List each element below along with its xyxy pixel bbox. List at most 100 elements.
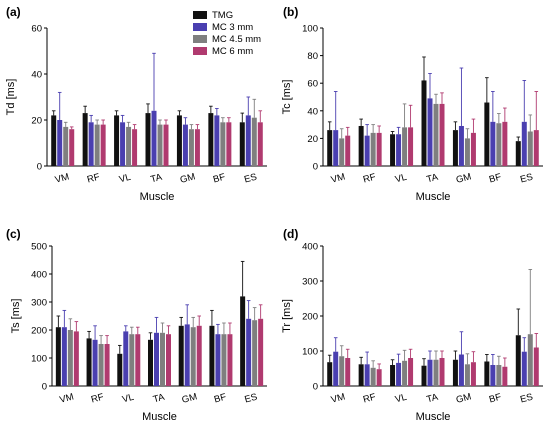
bar xyxy=(257,122,263,166)
y-tick-label: 60 xyxy=(31,24,42,35)
bar xyxy=(100,124,106,166)
bar xyxy=(86,338,92,386)
bar xyxy=(527,334,533,386)
x-tick-label: VL xyxy=(118,172,132,186)
bar xyxy=(364,364,370,386)
y-tick-label: 40 xyxy=(31,70,42,81)
bar xyxy=(154,332,159,386)
bar xyxy=(258,318,264,386)
bar xyxy=(421,365,427,386)
y-tick-label: 0 xyxy=(42,382,47,393)
bar xyxy=(94,124,100,166)
x-tick-label: GM xyxy=(181,391,199,406)
x-tick-label: VM xyxy=(58,391,75,405)
legend-label: MC 3 mm xyxy=(212,22,253,33)
panel-label: (c) xyxy=(6,227,21,241)
bar xyxy=(390,365,396,386)
x-tick-label: GM xyxy=(179,171,197,186)
bar xyxy=(327,130,333,166)
bar xyxy=(92,339,98,386)
legend-label: MC 6 mm xyxy=(212,46,253,57)
x-tick-label: ES xyxy=(243,392,258,406)
x-tick-label: RF xyxy=(362,172,377,186)
bar xyxy=(120,122,126,166)
bar xyxy=(333,130,339,166)
y-tick-label: 400 xyxy=(302,242,318,253)
bar xyxy=(533,347,539,386)
bar xyxy=(114,115,120,166)
x-tick-label: GM xyxy=(455,171,473,186)
bar xyxy=(196,325,202,386)
bar xyxy=(515,335,521,386)
bar xyxy=(345,135,351,166)
bar xyxy=(166,334,171,386)
x-tick-label: RF xyxy=(90,392,105,406)
bar xyxy=(339,356,345,386)
bar xyxy=(496,123,502,166)
bar xyxy=(484,102,490,166)
x-axis-title: Muscle xyxy=(416,191,451,203)
legend-swatch xyxy=(193,23,207,31)
bar xyxy=(73,331,79,386)
x-tick-label: TA xyxy=(425,392,440,406)
x-tick-label: VL xyxy=(121,392,135,406)
bar xyxy=(215,334,221,386)
x-tick-label: ES xyxy=(243,172,258,186)
y-tick-label: 0 xyxy=(37,162,42,173)
bar xyxy=(194,129,200,166)
bar xyxy=(515,141,521,166)
bar xyxy=(370,367,376,386)
bar xyxy=(452,359,458,386)
bar xyxy=(333,351,339,386)
bar xyxy=(533,130,539,166)
bar xyxy=(464,138,470,166)
x-tick-label: RF xyxy=(86,172,101,186)
bar xyxy=(390,134,396,166)
bar xyxy=(123,331,129,386)
y-axis-title: Ts [ms] xyxy=(10,299,22,334)
x-tick-label: VM xyxy=(330,391,347,405)
x-tick-label: RF xyxy=(362,392,377,406)
bar xyxy=(427,359,433,386)
x-axis-title: Muscle xyxy=(142,411,177,423)
x-tick-label: BF xyxy=(213,392,228,406)
y-tick-label: 400 xyxy=(31,270,47,281)
y-tick-label: 100 xyxy=(31,354,47,365)
y-tick-label: 300 xyxy=(31,298,47,309)
bar xyxy=(502,121,508,166)
bar xyxy=(104,344,110,386)
x-axis-title: Muscle xyxy=(140,191,175,203)
y-tick-label: 20 xyxy=(31,116,42,127)
bar xyxy=(484,361,490,386)
bar xyxy=(163,124,169,166)
bar xyxy=(364,135,370,166)
bar xyxy=(521,121,527,166)
bar xyxy=(61,327,67,386)
bar xyxy=(55,327,61,386)
bar xyxy=(470,132,476,166)
bar xyxy=(157,124,163,166)
bar xyxy=(88,122,94,166)
bar xyxy=(339,138,345,166)
y-tick-label: 0 xyxy=(313,382,318,393)
y-tick-label: 0 xyxy=(313,162,318,173)
bar xyxy=(458,354,464,386)
bar xyxy=(69,129,75,166)
bar xyxy=(151,110,157,166)
y-tick-label: 100 xyxy=(302,24,318,35)
bar xyxy=(327,362,333,386)
bar xyxy=(396,362,402,386)
bar xyxy=(182,124,188,166)
y-axis-title: Tr [ms] xyxy=(281,299,293,333)
bar xyxy=(521,351,527,386)
bar xyxy=(239,122,245,166)
bar xyxy=(458,125,464,166)
panel-label: (a) xyxy=(6,5,21,19)
bar xyxy=(345,358,351,386)
y-axis-title: Td [ms] xyxy=(5,79,17,116)
x-tick-label: BF xyxy=(212,172,227,186)
bar xyxy=(502,366,508,386)
y-axis-title: Tc [ms] xyxy=(281,80,293,115)
